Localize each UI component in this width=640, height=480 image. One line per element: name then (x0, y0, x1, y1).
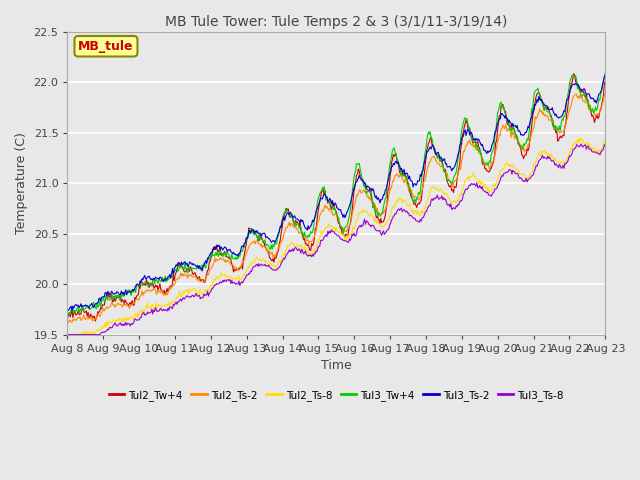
Tul2_Ts-8 (202, 288, 209, 294)
Tul2_Ts-8 (159, 303, 166, 309)
Legend: Tul2_Tw+4, Tul2_Ts-2, Tul2_Ts-8, Tul3_Tw+4, Tul3_Ts-2, Tul3_Ts-8: Tul2_Tw+4, Tul2_Ts-2, Tul2_Ts-8, Tul3_Tw… (104, 386, 568, 405)
Tul3_Tw+4 (381, 195, 389, 201)
Tul3_Ts-2 (381, 192, 388, 198)
Tul3_Tw+4 (65, 312, 72, 318)
Line: Tul2_Ts-2: Tul2_Ts-2 (67, 94, 605, 323)
Tul3_Tw+4 (63, 309, 71, 314)
Tul2_Ts-2 (203, 273, 211, 279)
Tul2_Ts-8 (602, 141, 609, 146)
Tul3_Ts-8 (577, 141, 585, 147)
Tul3_Tw+4 (308, 230, 316, 236)
Title: MB Tule Tower: Tule Temps 2 & 3 (3/1/11-3/19/14): MB Tule Tower: Tule Temps 2 & 3 (3/1/11-… (165, 15, 508, 29)
Tul2_Tw+4 (602, 78, 609, 84)
Tul2_Tw+4 (92, 318, 99, 324)
Tul3_Ts-8 (202, 292, 209, 298)
Tul3_Ts-2 (159, 278, 166, 284)
Tul3_Tw+4 (203, 258, 211, 264)
Tul3_Ts-8 (468, 181, 476, 187)
Text: MB_tule: MB_tule (78, 40, 134, 53)
Tul2_Ts-2 (63, 320, 71, 325)
Tul2_Tw+4 (63, 317, 71, 323)
Tul3_Ts-8 (63, 332, 71, 337)
Tul2_Ts-8 (575, 136, 583, 142)
Line: Tul2_Tw+4: Tul2_Tw+4 (67, 73, 605, 321)
Tul3_Ts-8 (159, 308, 166, 313)
Tul3_Ts-2 (423, 151, 431, 156)
Tul2_Ts-8 (307, 252, 315, 257)
Tul2_Ts-2 (308, 239, 316, 244)
Tul3_Ts-2 (468, 132, 476, 138)
Line: Tul2_Ts-8: Tul2_Ts-8 (67, 139, 605, 335)
Tul2_Tw+4 (469, 140, 477, 146)
Tul3_Ts-8 (307, 252, 315, 258)
Tul2_Tw+4 (424, 145, 431, 151)
Tul3_Ts-8 (423, 209, 431, 215)
Tul2_Ts-8 (63, 332, 71, 337)
Tul2_Ts-2 (381, 207, 389, 213)
Tul2_Ts-2 (424, 164, 431, 170)
Tul2_Tw+4 (381, 213, 389, 218)
Tul3_Ts-2 (202, 258, 209, 264)
Line: Tul3_Tw+4: Tul3_Tw+4 (67, 73, 605, 315)
Tul3_Ts-2 (307, 223, 315, 229)
Tul2_Ts-8 (468, 173, 476, 179)
Tul2_Tw+4 (570, 71, 578, 76)
Tul2_Tw+4 (160, 292, 168, 298)
Tul2_Ts-2 (469, 144, 477, 150)
Tul3_Ts-2 (602, 72, 609, 78)
Tul2_Tw+4 (203, 271, 211, 277)
Tul3_Tw+4 (602, 70, 609, 76)
Tul3_Tw+4 (424, 133, 431, 139)
Tul3_Ts-8 (602, 143, 609, 148)
Tul2_Ts-8 (381, 223, 388, 228)
Y-axis label: Temperature (C): Temperature (C) (15, 132, 28, 234)
Tul2_Tw+4 (308, 240, 316, 246)
Tul2_Ts-8 (423, 201, 431, 206)
X-axis label: Time: Time (321, 359, 352, 372)
Line: Tul3_Ts-2: Tul3_Ts-2 (67, 75, 605, 311)
Tul3_Ts-2 (63, 308, 71, 313)
Tul3_Ts-8 (381, 231, 388, 237)
Tul2_Ts-2 (160, 291, 168, 297)
Line: Tul3_Ts-8: Tul3_Ts-8 (67, 144, 605, 335)
Tul2_Ts-2 (602, 91, 609, 97)
Tul3_Tw+4 (469, 138, 477, 144)
Tul3_Tw+4 (160, 279, 168, 285)
Tul2_Ts-2 (65, 320, 72, 326)
